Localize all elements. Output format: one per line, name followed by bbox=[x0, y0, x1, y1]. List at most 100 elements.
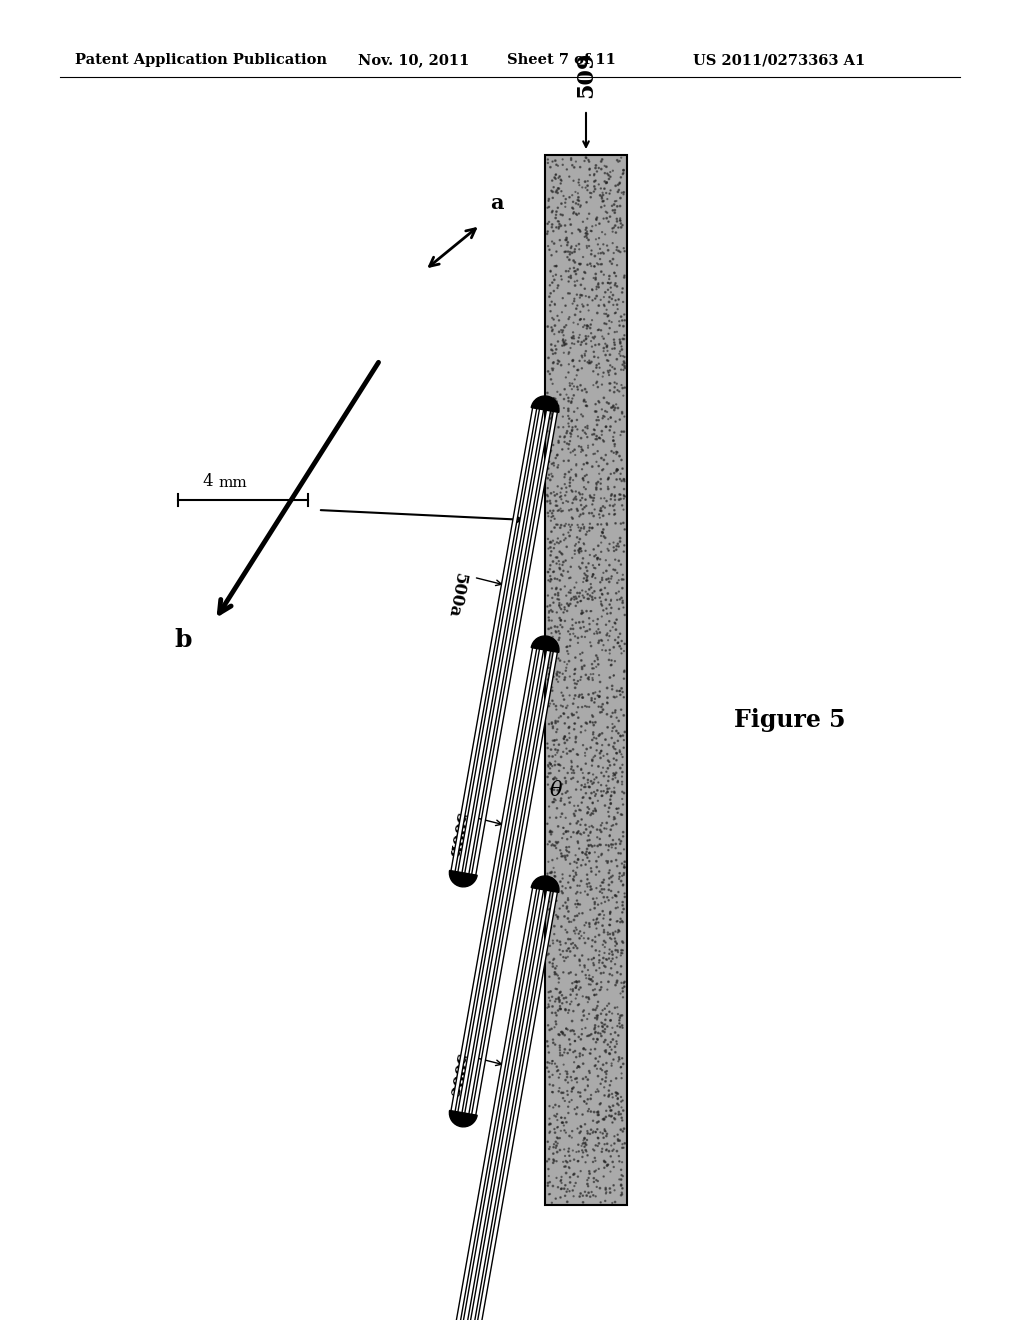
Point bbox=[598, 640, 614, 661]
Point bbox=[582, 763, 598, 784]
Point bbox=[573, 285, 590, 306]
Point bbox=[566, 327, 583, 348]
Point bbox=[587, 1147, 603, 1168]
Point bbox=[610, 1130, 627, 1151]
Point bbox=[582, 776, 598, 797]
Point bbox=[596, 525, 612, 546]
Point bbox=[563, 826, 580, 847]
Point bbox=[560, 946, 577, 968]
Point bbox=[615, 640, 632, 661]
Point bbox=[567, 480, 584, 502]
Point bbox=[608, 892, 625, 913]
Point bbox=[566, 664, 583, 685]
Point bbox=[564, 492, 581, 513]
Point bbox=[606, 329, 623, 350]
Point bbox=[551, 557, 567, 578]
Point bbox=[585, 774, 601, 795]
Point bbox=[540, 152, 556, 173]
Point bbox=[558, 991, 574, 1012]
Point bbox=[585, 979, 601, 1001]
Point bbox=[590, 548, 606, 569]
Point bbox=[584, 503, 600, 524]
Point bbox=[572, 814, 589, 836]
Point bbox=[555, 333, 571, 354]
Point bbox=[547, 767, 563, 788]
Point bbox=[608, 708, 625, 729]
Point bbox=[563, 768, 580, 789]
Point bbox=[588, 727, 604, 748]
Point bbox=[583, 1101, 599, 1122]
Point bbox=[603, 1032, 620, 1053]
Point bbox=[570, 327, 587, 348]
Point bbox=[572, 590, 589, 611]
Point bbox=[546, 561, 562, 582]
Point bbox=[602, 407, 618, 428]
Point bbox=[605, 809, 622, 830]
Point bbox=[594, 326, 610, 347]
Point bbox=[589, 998, 605, 1019]
Point bbox=[552, 998, 568, 1019]
Point bbox=[594, 1016, 610, 1038]
Point bbox=[556, 1041, 572, 1063]
Point bbox=[578, 147, 594, 168]
Point bbox=[591, 725, 607, 746]
Point bbox=[577, 150, 593, 172]
Point bbox=[614, 282, 631, 304]
Point bbox=[582, 1163, 598, 1184]
Point bbox=[590, 275, 606, 296]
Point bbox=[615, 469, 632, 490]
Point bbox=[574, 735, 591, 756]
Point bbox=[595, 908, 611, 929]
Point bbox=[568, 865, 585, 886]
Point bbox=[540, 928, 556, 949]
Point bbox=[542, 677, 558, 698]
Point bbox=[587, 894, 603, 915]
Point bbox=[566, 805, 583, 826]
Point bbox=[546, 779, 562, 800]
Point bbox=[612, 484, 629, 506]
Point bbox=[566, 368, 583, 389]
Point bbox=[549, 569, 565, 590]
Point bbox=[601, 372, 617, 393]
Point bbox=[596, 1014, 612, 1035]
Point bbox=[580, 453, 596, 474]
Point bbox=[604, 195, 621, 216]
Point bbox=[615, 351, 632, 372]
Point bbox=[549, 602, 565, 623]
Point bbox=[570, 331, 587, 352]
Point bbox=[558, 1122, 574, 1143]
Point bbox=[601, 183, 617, 205]
Point bbox=[589, 973, 605, 994]
Point bbox=[573, 684, 590, 705]
Point bbox=[557, 999, 573, 1020]
Point bbox=[564, 1078, 581, 1100]
Point bbox=[606, 334, 623, 355]
Point bbox=[609, 962, 626, 983]
Point bbox=[569, 1118, 586, 1139]
Point bbox=[556, 651, 572, 672]
Point bbox=[598, 624, 614, 645]
Point bbox=[599, 779, 615, 800]
Point bbox=[552, 663, 568, 684]
Point bbox=[601, 825, 617, 846]
Point bbox=[569, 994, 586, 1015]
Point bbox=[560, 908, 577, 929]
Point bbox=[572, 441, 589, 462]
Point bbox=[604, 1192, 621, 1213]
Point bbox=[551, 991, 567, 1012]
Point bbox=[543, 403, 559, 424]
Point bbox=[616, 352, 633, 374]
Point bbox=[578, 285, 594, 306]
Point bbox=[568, 975, 585, 997]
Point bbox=[543, 545, 559, 566]
Point bbox=[542, 490, 558, 511]
Point bbox=[552, 1064, 568, 1085]
Point bbox=[591, 296, 607, 317]
Point bbox=[563, 392, 580, 413]
Point bbox=[557, 296, 573, 317]
Point bbox=[548, 1002, 564, 1023]
Point bbox=[543, 531, 559, 552]
Text: Patent Application Publication: Patent Application Publication bbox=[75, 53, 327, 67]
Point bbox=[551, 1096, 567, 1117]
Point bbox=[604, 160, 621, 181]
